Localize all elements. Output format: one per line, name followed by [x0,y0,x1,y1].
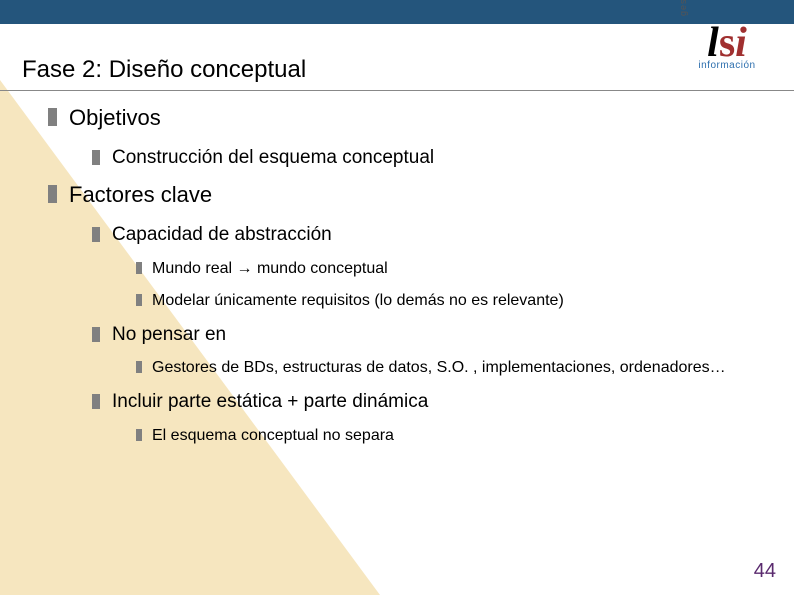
item-text: Construcción del esquema conceptual [112,146,764,170]
section-label: Factores clave [69,181,764,209]
bullet-icon [92,327,100,342]
sub-item-text: Mundo real → mundo conceptual [152,259,764,279]
bullet-icon [136,429,142,441]
title-underline [0,90,794,91]
section-heading: Factores clave [48,181,764,209]
slide: gestión lsi información Fase 2: Diseño c… [0,0,794,595]
logo: gestión lsi información [682,22,772,71]
sub-item: El esquema conceptual no separa [136,426,764,446]
bullet-icon [92,150,100,165]
sub-item-text: El esquema conceptual no separa [152,426,764,446]
item-text: Incluir parte estática + parte dinámica [112,390,764,414]
section-heading: Objetivos [48,104,764,132]
bullet-icon [92,227,100,242]
content-area: Objetivos Construcción del esquema conce… [48,104,764,458]
bullet-icon [48,108,57,126]
bullet-icon [136,361,142,373]
logo-main: lsi [707,43,747,60]
sub-item-text: Gestores de BDs, estructuras de datos, S… [152,358,764,378]
slide-title: Fase 2: Diseño conceptual [22,56,306,84]
logo-gestion-text: gestión [678,0,688,16]
logo-informacion-text: información [682,60,772,71]
item-text: No pensar en [112,323,764,347]
bullet-icon [92,394,100,409]
sub-item: Gestores de BDs, estructuras de datos, S… [136,358,764,378]
sub-item: Modelar únicamente requisitos (lo demás … [136,291,764,311]
item-text: Capacidad de abstracción [112,223,764,247]
list-item: Incluir parte estática + parte dinámica [92,390,764,414]
sub-item: Mundo real → mundo conceptual [136,259,764,279]
list-item: Capacidad de abstracción [92,223,764,247]
page-number: 44 [754,560,776,583]
header-bar [0,0,794,24]
bullet-icon [136,262,142,274]
sub-item-text: Modelar únicamente requisitos (lo demás … [152,291,764,311]
bullet-icon [48,185,57,203]
section-label: Objetivos [69,104,764,132]
list-item: Construcción del esquema conceptual [92,146,764,170]
bullet-icon [136,294,142,306]
list-item: No pensar en [92,323,764,347]
